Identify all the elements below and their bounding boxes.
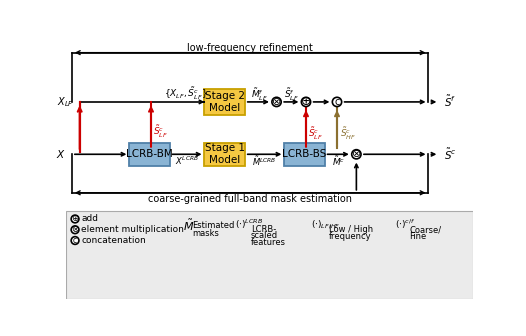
Text: $\tilde{S}^c_{LF}$: $\tilde{S}^c_{LF}$: [153, 124, 168, 140]
Bar: [129, 143, 169, 166]
Text: ⊗: ⊗: [352, 149, 361, 159]
Circle shape: [71, 226, 79, 234]
Text: $\{X_{LF},\tilde{S}^c_{LF}\}$: $\{X_{LF},\tilde{S}^c_{LF}\}$: [164, 85, 208, 101]
Text: add: add: [81, 214, 98, 223]
Bar: [66, 211, 473, 299]
Text: Fine: Fine: [409, 232, 427, 241]
Circle shape: [352, 150, 361, 159]
Text: concatenation: concatenation: [81, 236, 146, 245]
Text: coarse-grained full-band mask estimation: coarse-grained full-band mask estimation: [148, 194, 352, 204]
Text: $X$: $X$: [56, 148, 66, 160]
Text: $X^{LCRB}$: $X^{LCRB}$: [175, 155, 199, 167]
Text: scaled: scaled: [251, 232, 278, 240]
Text: Coarse/: Coarse/: [409, 225, 441, 234]
Text: element multiplication: element multiplication: [81, 225, 184, 234]
Circle shape: [332, 97, 342, 107]
Text: $\tilde{M}^c$: $\tilde{M}^c$: [332, 154, 346, 168]
Text: Low / High: Low / High: [329, 225, 373, 234]
Text: Stage 2
Model: Stage 2 Model: [205, 91, 245, 113]
Text: Estimated: Estimated: [192, 221, 235, 230]
Text: ⊕: ⊕: [72, 214, 79, 223]
Text: masks: masks: [192, 229, 219, 238]
Text: ⊗: ⊗: [72, 225, 79, 234]
Text: $\tilde{M}^{LCRB}$: $\tilde{M}^{LCRB}$: [252, 154, 277, 168]
Text: features: features: [251, 238, 286, 247]
Text: $\tilde{S}^c_{LF}$: $\tilde{S}^c_{LF}$: [308, 126, 323, 142]
Text: $\tilde{M}$: $\tilde{M}$: [183, 218, 194, 234]
Circle shape: [71, 215, 79, 223]
Bar: [284, 143, 325, 166]
Text: c: c: [73, 236, 77, 245]
Text: $(\cdot)^{LCRB}$: $(\cdot)^{LCRB}$: [235, 218, 263, 231]
Text: $X_{LF}$: $X_{LF}$: [57, 95, 74, 109]
Text: frequency: frequency: [329, 232, 372, 241]
Text: $\tilde{M}^f_{LF}$: $\tilde{M}^f_{LF}$: [250, 87, 268, 103]
Text: $\tilde{S}^c_{HF}$: $\tilde{S}^c_{HF}$: [340, 126, 357, 142]
Bar: [205, 89, 245, 115]
Circle shape: [272, 97, 281, 107]
Text: $\tilde{S}^f_{LF}$: $\tilde{S}^f_{LF}$: [284, 87, 299, 103]
Text: c: c: [335, 97, 340, 107]
Circle shape: [301, 97, 311, 107]
Text: LCRB-: LCRB-: [251, 225, 276, 234]
Bar: [205, 143, 245, 166]
Text: $(\cdot)^{c/f}$: $(\cdot)^{c/f}$: [395, 218, 416, 231]
Text: $\tilde{S}^c$: $\tilde{S}^c$: [444, 147, 457, 162]
Text: ⊕: ⊕: [301, 95, 311, 109]
Circle shape: [71, 237, 79, 244]
Text: LCRB-BM: LCRB-BM: [126, 149, 173, 159]
Text: $(\cdot)_{LF/HF}$: $(\cdot)_{LF/HF}$: [310, 218, 340, 231]
Text: $\tilde{S}^f$: $\tilde{S}^f$: [444, 94, 456, 110]
Text: Stage 1
Model: Stage 1 Model: [205, 143, 245, 166]
Text: ⊗: ⊗: [272, 97, 281, 107]
Text: LCRB-BS: LCRB-BS: [282, 149, 327, 159]
Text: low-frequency refinement: low-frequency refinement: [187, 43, 313, 53]
